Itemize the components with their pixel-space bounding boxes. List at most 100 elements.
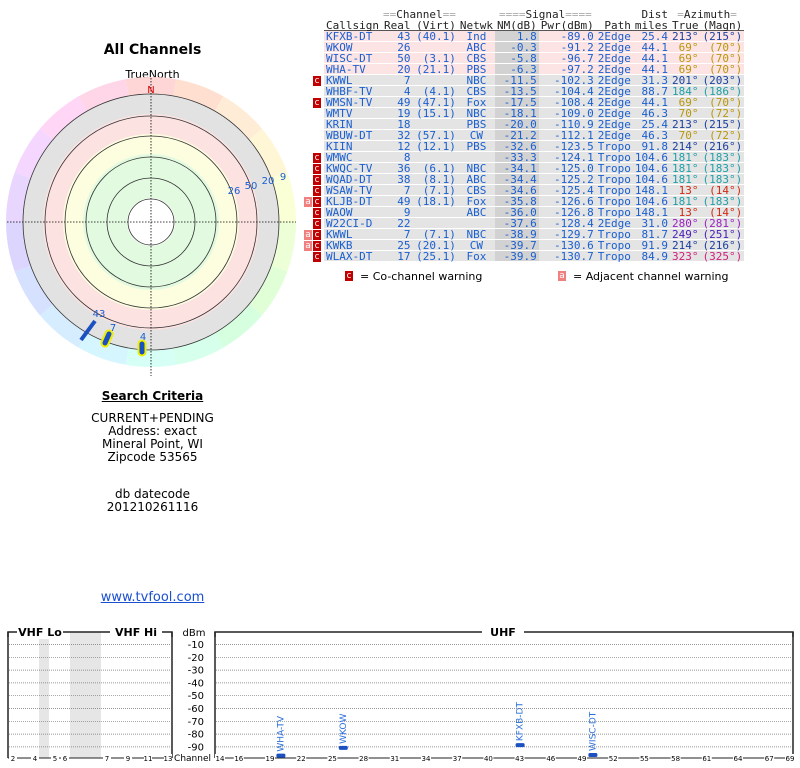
cell-dist: 44.1	[632, 64, 670, 75]
cell-nm: -13.5	[494, 86, 539, 97]
table-row[interactable]: WHA-TV 20 (21.1) PBS -6.3 -97.2 2Edge 44.1 69° (7…	[324, 64, 745, 75]
cell-net: CW	[457, 130, 495, 141]
table-row[interactable]: KWQC-TV 36 (6.1) NBC -34.1 -125.0 Tropo 104.6 18…	[324, 162, 745, 175]
table-row[interactable]: WKOW 26 ABC -0.3 -91.2 2Edge 44.1 69° (70°)	[324, 42, 745, 53]
cell-true: 280°	[669, 217, 701, 230]
table-row[interactable]: KWWL 7 (7.1) NBC -38.9 -129.7 Tropo 81.7 249° (25…	[324, 228, 745, 241]
tick-bg	[61, 754, 69, 762]
co-channel-warning-icon: c	[313, 240, 321, 251]
site-link[interactable]: www.tvfool.com	[100, 590, 205, 605]
table-row[interactable]: WMWC 8 -33.3 -124.1 Tropo 104.6 181° (183°)	[324, 151, 745, 164]
cell-call: WMWC	[324, 152, 381, 163]
column-header: Callsign	[326, 19, 379, 32]
cell-path: 2Edge	[595, 129, 633, 142]
table-row[interactable]: WQAD-DT 38 (8.1) ABC -34.4 -125.2 Tropo 104.6 18…	[324, 174, 745, 185]
column-header: Pwr(dBm)	[540, 19, 594, 32]
table-row[interactable]: KWKB 25 (20.1) CW -39.7 -130.6 Tropo 91.9 214° (2…	[324, 239, 745, 252]
adjacent-channel-warning-icon: a	[304, 229, 312, 240]
criteria-line: CURRENT+PENDING	[91, 411, 214, 425]
table-row[interactable]: KIIN 12 (12.1) PBS -32.6 -123.5 Tropo 91.8 214°(…	[324, 140, 745, 153]
group-channel-cell: ==Channel==	[382, 8, 456, 21]
cell-call: WHA-TV	[324, 64, 381, 75]
cell-path: Tropo	[595, 228, 633, 241]
cell-virt	[412, 152, 458, 163]
cell-real: 12	[380, 141, 413, 152]
uhf-channel-tick: 67	[765, 755, 774, 763]
tick-bg	[389, 754, 400, 762]
table-row[interactable]: W22CI-D 22 -37.6 -128.4 2Edge 31.0 280° (281°)	[324, 217, 745, 230]
tick-bg	[670, 754, 681, 762]
table-row[interactable]: KFXB-DT 43 (40.1) Ind 1.8 -89.0 2Edge 25.4 213°(…	[324, 30, 745, 43]
criteria-line: Zipcode 53565	[107, 450, 198, 464]
cell-magn: (325°)	[700, 250, 745, 263]
cell-call: KRIN	[324, 119, 381, 130]
cell-pwr: -128.4	[538, 218, 596, 229]
table-row[interactable]: KWWL 7 NBC -11.5 -102.3 2Edge 31.3 201° (203°)	[324, 74, 745, 87]
cell-net: ABC	[457, 207, 495, 218]
cell-pwr: -129.7	[538, 229, 596, 240]
cell-nm: -0.3	[494, 42, 539, 53]
cell-path: 2Edge	[595, 30, 633, 43]
table-row[interactable]: KLJB-DT 49 (18.1) Fox -35.8 -126.6 Tropo 104.6 1…	[324, 195, 745, 208]
cell-net: ABC	[457, 174, 495, 185]
cell-magn: (216°)	[700, 140, 745, 153]
table-row[interactable]: WLAX-DT 17 (25.1) Fox -39.9 -130.7 Tropo 84.9 32…	[324, 250, 745, 263]
station-label: 4	[140, 332, 146, 343]
cell-pwr: -96.7	[538, 53, 596, 64]
table-row[interactable]: WMTV 19 (15.1) NBC -18.1 -109.0 2Edge 46.3 70° (7…	[324, 107, 745, 120]
cell-dist: 25.4	[632, 31, 670, 42]
spectrum-chart: VHF Lo VHF Hi UHF dBm-10 -20 -30-40 -50 -60 -70 -…	[7, 625, 795, 764]
cell-nm: -39.9	[494, 251, 539, 262]
tick-bg	[215, 754, 225, 762]
tick-bg	[265, 754, 275, 762]
cell-magn: (216°)	[700, 239, 745, 252]
cell-dist: 104.6	[632, 195, 670, 208]
cell-path: 2Edge	[595, 107, 633, 120]
cell-call: WBUW-DT	[324, 130, 381, 141]
cell-magn: (183°)	[700, 162, 745, 175]
cell-call: WHBF-TV	[324, 86, 381, 97]
db-tick: -50	[188, 691, 204, 702]
uhf-channel-tick: 55	[640, 755, 649, 763]
cell-virt: (7.1)	[412, 185, 458, 196]
cell-pwr: -125.2	[538, 174, 596, 185]
uhf-channel-tick: 61	[702, 755, 711, 763]
cell-call: WAOW	[324, 207, 381, 218]
cell-nm: 1.8	[494, 31, 539, 42]
cell-pwr: -108.4	[538, 97, 596, 108]
uhf-channel-tick: 64	[734, 755, 743, 763]
adjacent-channel-warning-icon: a	[304, 240, 312, 251]
cell-nm: -34.6	[494, 185, 539, 196]
cell-real: 50	[380, 53, 413, 64]
cell-pwr: -126.8	[538, 207, 596, 218]
table-row[interactable]: KRIN 18 PBS -20.0 -110.9 2Edge 25.4 213° (215°)	[324, 119, 745, 130]
cell-virt	[412, 119, 458, 130]
uhf-channel-tick: 37	[453, 755, 462, 763]
cell-path: 2Edge	[595, 74, 633, 87]
cell-magn: (70°)	[700, 42, 745, 53]
cell-magn: (72°)	[700, 130, 745, 141]
table-row[interactable]: WISC-DT 50 (3.1) CBS -5.8 -96.7 2Edge 44.1 69° (7…	[324, 53, 745, 64]
cell-pwr: -130.6	[538, 240, 596, 251]
table-row[interactable]: WBUW-DT 32 (57.1) CW -21.2 -112.1 2Edge 46.3 70°…	[324, 129, 745, 142]
cell-nm: -21.2	[494, 130, 539, 141]
cell-nm: -5.8	[494, 53, 539, 64]
cell-net	[457, 152, 495, 163]
cell-path: Tropo	[595, 151, 633, 164]
cell-true: 201°	[669, 74, 701, 87]
cell-real: 7	[380, 185, 413, 196]
table-row[interactable]: WSAW-TV 7 (7.1) CBS -34.6 -125.4 Tropo 148.1 13°…	[324, 185, 745, 196]
cell-real: 49	[380, 97, 413, 108]
cell-path: Tropo	[595, 239, 633, 252]
cell-true: 184°	[669, 85, 701, 98]
cell-pwr: -112.1	[538, 130, 596, 141]
tick-bg	[608, 754, 619, 762]
cell-pwr: -124.1	[538, 152, 596, 163]
table-row[interactable]: WMSN-TV 49 (47.1) Fox -17.5 -108.4 2Edge 44.1 69…	[324, 96, 745, 109]
cell-path: 2Edge	[595, 96, 633, 109]
cell-real: 19	[380, 108, 413, 119]
uhf-channel-tick: 58	[671, 755, 680, 763]
table-row[interactable]: WHBF-TV 4 (4.1) CBS -13.5 -104.4 2Edge 88.7 184°…	[324, 85, 745, 98]
radar-plot: N 43 7 4 26 50 20 9	[6, 77, 296, 376]
table-row[interactable]: WAOW 9 ABC -36.0 -126.8 Tropo 148.1 13° (14°)	[324, 207, 745, 218]
